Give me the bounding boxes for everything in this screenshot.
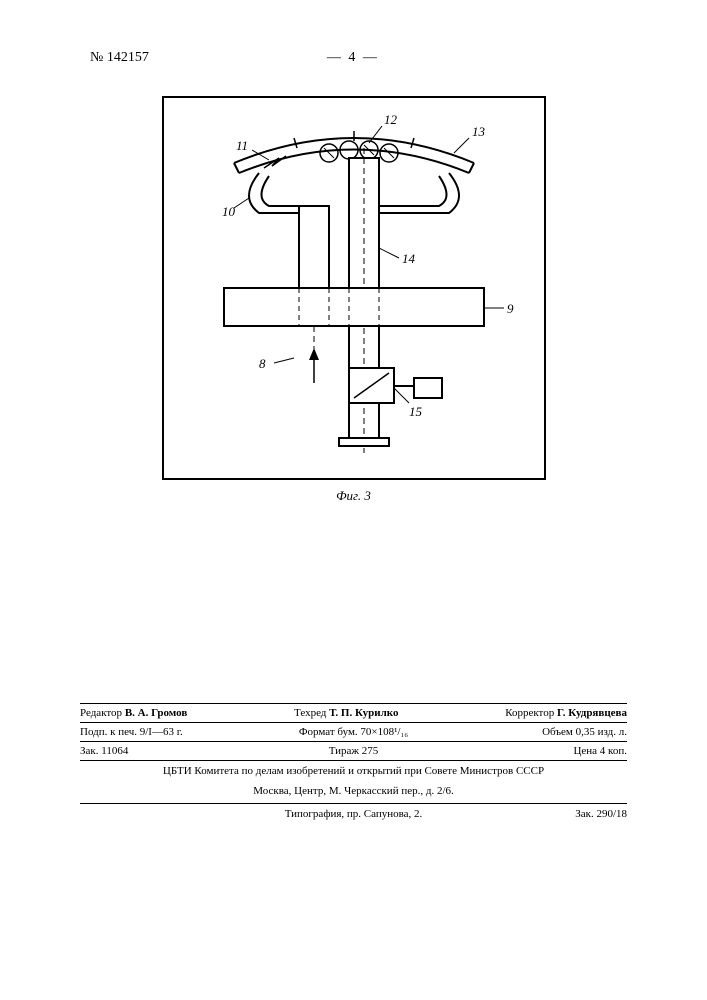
- ld-12: [369, 126, 382, 143]
- arc-cap-l: [234, 163, 239, 173]
- footer-order: Зак. 290/18: [422, 808, 627, 820]
- row2b-c: Тираж 275: [262, 745, 444, 757]
- tube-left-inner: [261, 176, 299, 206]
- corrector-label: Корректор: [505, 707, 554, 719]
- label-14: 14: [402, 251, 416, 266]
- label-8: 8: [259, 356, 266, 371]
- label-11: 11: [236, 138, 248, 153]
- ld-13: [454, 138, 469, 153]
- header-spacer: [557, 50, 617, 66]
- tube-right-inner: [379, 176, 447, 206]
- footer-addr: Москва, Центр, М. Черкасский пер., д. 2/…: [80, 781, 627, 804]
- shaft-left-top: [299, 206, 329, 288]
- techred-label: Техред: [294, 707, 326, 719]
- label-10: 10: [222, 204, 236, 219]
- bar-9: [224, 288, 484, 326]
- footer-credits: Редактор В. А. Громов Техред Т. П. Курил…: [80, 703, 627, 723]
- page-number: — 4 —: [327, 50, 379, 66]
- editor-label: Редактор: [80, 707, 122, 719]
- footer-block: Редактор В. А. Громов Техред Т. П. Курил…: [80, 703, 627, 820]
- label-15: 15: [409, 404, 423, 419]
- figure-frame: 10 11 12 13 14 9 8 15: [162, 96, 546, 480]
- row2a-c: Формат бум. 70×108¹/₁₆: [262, 726, 444, 738]
- corrector-name: Г. Кудрявцева: [557, 707, 627, 719]
- figure-caption: Фиг. 3: [40, 488, 667, 504]
- footer-print-b: Зак. 11064 Тираж 275 Цена 4 коп.: [80, 742, 627, 761]
- doc-number: № 142157: [90, 50, 149, 66]
- techred-name: Т. П. Курилко: [329, 707, 398, 719]
- base-flange: [339, 438, 389, 446]
- footer-print-a: Подп. к печ. 9/I—63 г. Формат бум. 70×10…: [80, 723, 627, 742]
- footer-org: ЦБТИ Комитета по делам изобретений и отк…: [80, 761, 627, 781]
- techred: Техред Т. П. Курилко: [294, 707, 398, 719]
- ld-14: [379, 248, 399, 258]
- row2a-l: Подп. к печ. 9/I—63 г.: [80, 726, 262, 738]
- label-12: 12: [384, 112, 398, 127]
- label-9: 9: [507, 301, 514, 316]
- label-13: 13: [472, 124, 486, 139]
- box-small: [414, 378, 442, 398]
- ld-15: [394, 388, 409, 403]
- corrector: Корректор Г. Кудрявцева: [505, 707, 627, 719]
- editor: Редактор В. А. Громов: [80, 707, 187, 719]
- figure-svg: 10 11 12 13 14 9 8 15: [164, 98, 544, 478]
- row2b-r: Цена 4 коп.: [445, 745, 627, 757]
- arrow-up-head: [309, 348, 319, 360]
- footer-typo: Типография, пр. Сапунова, 2.: [285, 808, 423, 820]
- page-header: № 142157 — 4 —: [40, 50, 667, 66]
- page: № 142157 — 4 —: [0, 0, 707, 1000]
- ld-8: [274, 358, 294, 363]
- editor-name: В. А. Громов: [125, 707, 188, 719]
- row2a-r: Объем 0,35 изд. л.: [445, 726, 627, 738]
- footer-bottom: Типография, пр. Сапунова, 2. Зак. 290/18: [80, 804, 627, 820]
- row2b-l: Зак. 11064: [80, 745, 262, 757]
- ld-10: [234, 198, 249, 208]
- arc-cap-r: [469, 163, 474, 173]
